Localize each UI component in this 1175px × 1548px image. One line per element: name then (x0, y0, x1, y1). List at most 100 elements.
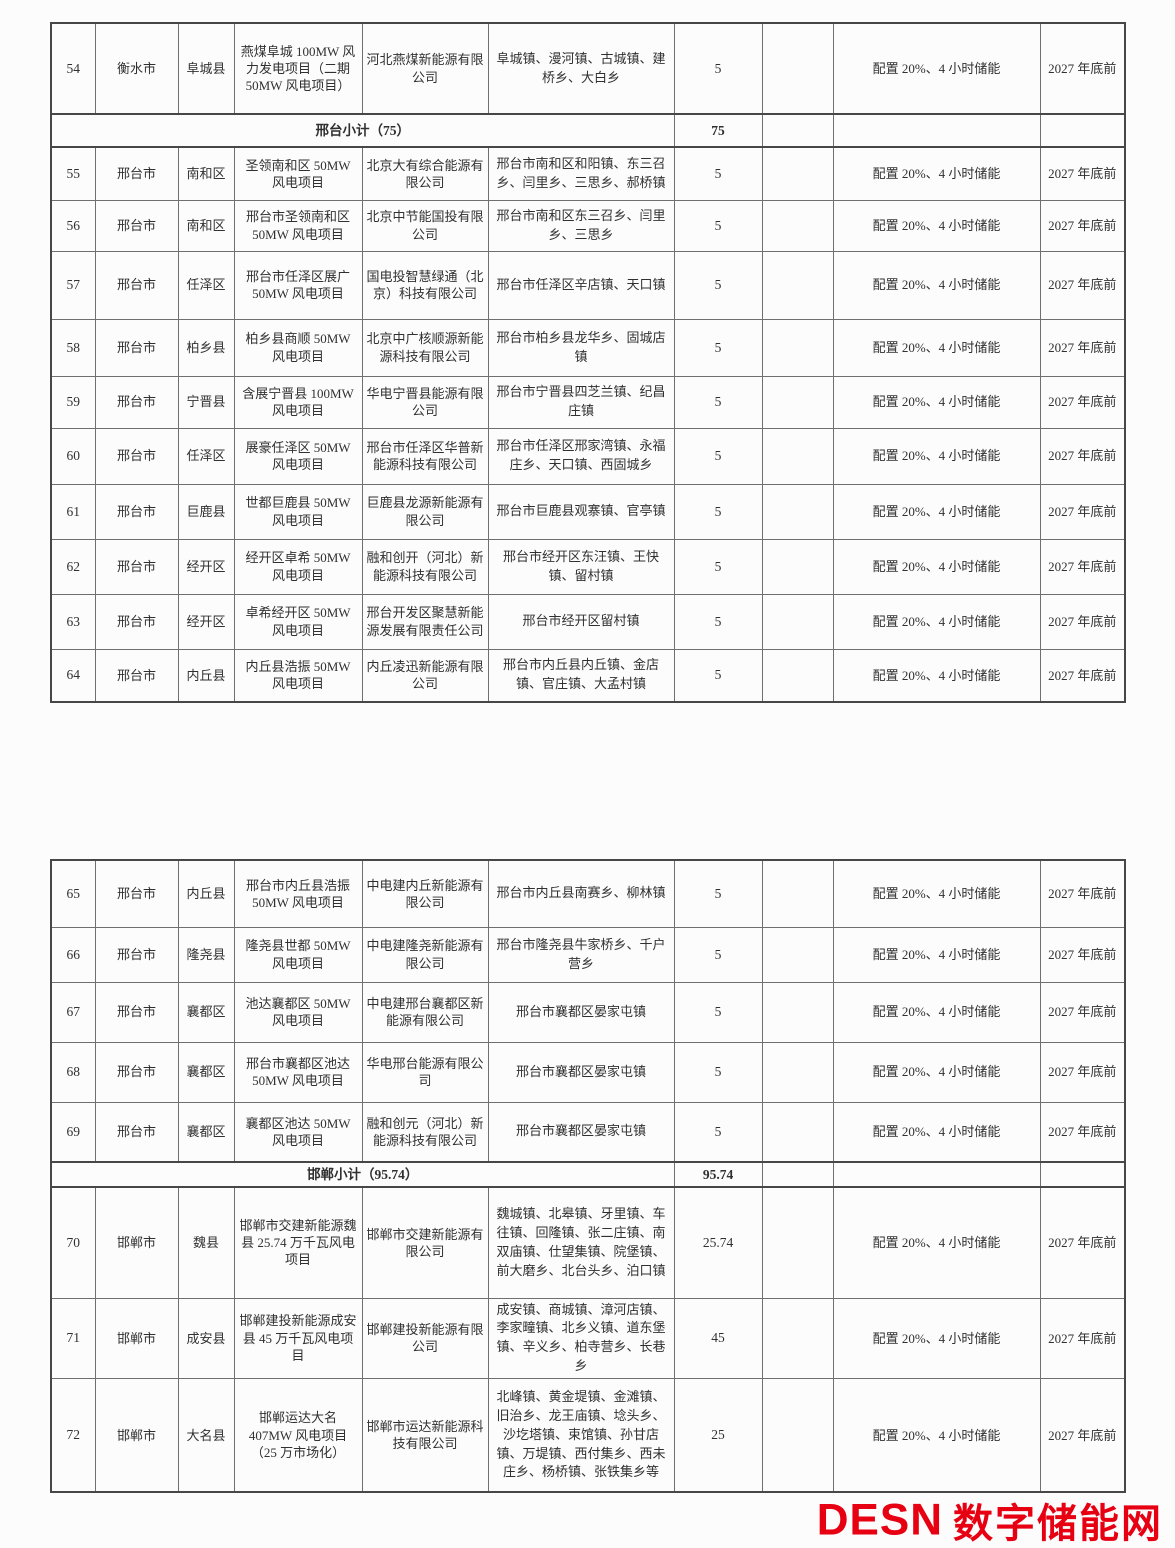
city-cell: 邯郸市 (94, 1297, 179, 1379)
county-cell: 内丘县 (177, 859, 235, 928)
company-cell: 中电建内丘新能源有限公司 (361, 859, 489, 928)
deadline-cell: 2027 年底前 (1039, 22, 1126, 115)
table-row: 58 邢台市 柏乡县 柏乡县商顺 50MW 风电项目 北京中广核顺源新能源科技有… (50, 318, 1126, 377)
blank-cell (761, 593, 834, 650)
capacity-cell: 5 (673, 1101, 763, 1163)
deadline-cell: 2027 年底前 (1039, 981, 1126, 1043)
deadline-cell: 2027 年底前 (1039, 926, 1126, 983)
company-cell: 中电建隆尧新能源有限公司 (361, 926, 489, 983)
row-number-cell: 62 (50, 538, 96, 595)
city-cell: 邢台市 (94, 250, 179, 320)
storage-config-cell: 配置 20%、4 小时储能 (832, 483, 1041, 540)
county-cell: 隆尧县 (177, 926, 235, 983)
table-body-section-1: 54 衡水市 阜城县 燕煤阜城 100MW 风力发电项目（二期 50MW 风电项… (50, 22, 1126, 703)
row-number-cell: 59 (50, 375, 96, 429)
table-row: 54 衡水市 阜城县 燕煤阜城 100MW 风力发电项目（二期 50MW 风电项… (50, 22, 1126, 115)
blank-cell (761, 113, 834, 148)
storage-config-cell: 配置 20%、4 小时储能 (832, 250, 1041, 320)
logo-site-name: 数字储能网 (953, 1502, 1163, 1546)
company-cell: 融和创开（河北）新能源科技有限公司 (361, 538, 489, 595)
table-row: 71 邯郸市 成安县 邯郸建投新能源成安县 45 万千瓦风电项目 邯郸建投新能源… (50, 1297, 1126, 1379)
company-cell: 内丘凌迅新能源有限公司 (361, 648, 489, 703)
county-cell: 魏县 (177, 1186, 235, 1299)
company-cell: 中电建邢台襄都区新能源有限公司 (361, 981, 489, 1043)
townships-cell: 阜城镇、漫河镇、古城镇、建桥乡、大白乡 (487, 22, 675, 115)
storage-config-cell: 配置 20%、4 小时储能 (832, 146, 1041, 201)
capacity-cell: 5 (673, 375, 763, 429)
city-cell: 邢台市 (94, 593, 179, 650)
row-number-cell: 71 (50, 1297, 96, 1379)
city-cell: 邢台市 (94, 1041, 179, 1103)
row-number-cell: 57 (50, 250, 96, 320)
townships-cell: 成安镇、商城镇、漳河店镇、李家疃镇、北乡义镇、道东堡镇、辛义乡、柏寺营乡、长巷乡 (487, 1297, 675, 1379)
townships-cell: 北峰镇、黄金堤镇、金滩镇、旧治乡、龙王庙镇、埝头乡、沙圪塔镇、束馆镇、孙甘店镇、… (487, 1377, 675, 1493)
capacity-cell: 5 (673, 318, 763, 377)
row-number-cell: 68 (50, 1041, 96, 1103)
project-name-cell: 含展宁晋县 100MW 风电项目 (233, 375, 363, 429)
county-cell: 内丘县 (177, 648, 235, 703)
project-name-cell: 襄都区池达 50MW 风电项目 (233, 1101, 363, 1163)
capacity-cell: 25 (673, 1377, 763, 1493)
company-cell: 邢台开发区聚慧新能源发展有限责任公司 (361, 593, 489, 650)
storage-config-cell: 配置 20%、4 小时储能 (832, 926, 1041, 983)
city-cell: 邢台市 (94, 318, 179, 377)
townships-cell: 邢台市南和区和阳镇、东三召乡、闫里乡、三思乡、郝桥镇 (487, 146, 675, 201)
storage-config-cell: 配置 20%、4 小时储能 (832, 538, 1041, 595)
project-name-cell: 内丘县浩振 50MW 风电项目 (233, 648, 363, 703)
deadline-cell: 2027 年底前 (1039, 859, 1126, 928)
townships-cell: 邢台市襄都区晏家屯镇 (487, 1041, 675, 1103)
row-number-cell: 66 (50, 926, 96, 983)
townships-cell: 邢台市隆尧县牛家桥乡、千户营乡 (487, 926, 675, 983)
table-row: 62 邢台市 经开区 经开区卓希 50MW 风电项目 融和创开（河北）新能源科技… (50, 538, 1126, 595)
blank-cell (761, 1041, 834, 1103)
table-row: 72 邯郸市 大名县 邯郸运达大名 407MW 风电项目（25 万市场化） 邯郸… (50, 1377, 1126, 1493)
storage-config-cell: 配置 20%、4 小时储能 (832, 1041, 1041, 1103)
storage-config-cell: 配置 20%、4 小时储能 (832, 375, 1041, 429)
project-name-cell: 柏乡县商顺 50MW 风电项目 (233, 318, 363, 377)
county-cell: 襄都区 (177, 981, 235, 1043)
company-cell: 邯郸建投新能源有限公司 (361, 1297, 489, 1379)
county-cell: 南和区 (177, 199, 235, 252)
city-cell: 邢台市 (94, 538, 179, 595)
table-body-section-2: 65 邢台市 内丘县 邢台市内丘县浩振 50MW 风电项目 中电建内丘新能源有限… (50, 859, 1126, 1493)
wind-project-table-section-2: 65 邢台市 内丘县 邢台市内丘县浩振 50MW 风电项目 中电建内丘新能源有限… (50, 859, 1126, 1494)
row-number-cell: 55 (50, 146, 96, 201)
deadline-cell (1039, 113, 1126, 148)
townships-cell: 邢台市南和区东三召乡、闫里乡、三思乡 (487, 199, 675, 252)
capacity-cell: 5 (673, 593, 763, 650)
townships-cell: 魏城镇、北皋镇、牙里镇、车往镇、回隆镇、张二庄镇、南双庙镇、仕望集镇、院堡镇、前… (487, 1186, 675, 1299)
deadline-cell: 2027 年底前 (1039, 146, 1126, 201)
townships-cell: 邢台市任泽区辛店镇、天口镇 (487, 250, 675, 320)
blank-cell (761, 22, 834, 115)
capacity-cell: 5 (673, 199, 763, 252)
county-cell: 襄都区 (177, 1101, 235, 1163)
townships-cell: 邢台市经开区留村镇 (487, 593, 675, 650)
desn-logo: DESN 数字储能网 (817, 1491, 1163, 1548)
storage-config-cell: 配置 20%、4 小时储能 (832, 22, 1041, 115)
storage-config-cell: 配置 20%、4 小时储能 (832, 427, 1041, 485)
city-cell: 衡水市 (94, 22, 179, 115)
subtotal-label-cell: 邯郸小计（95.74） (50, 1161, 675, 1188)
capacity-cell: 25.74 (673, 1186, 763, 1299)
table-row: 63 邢台市 经开区 卓希经开区 50MW 风电项目 邢台开发区聚慧新能源发展有… (50, 593, 1126, 650)
city-cell: 邢台市 (94, 146, 179, 201)
deadline-cell: 2027 年底前 (1039, 318, 1126, 377)
storage-config-cell: 配置 20%、4 小时储能 (832, 593, 1041, 650)
subtotal-capacity-cell: 75 (673, 113, 763, 148)
deadline-cell: 2027 年底前 (1039, 593, 1126, 650)
blank-cell (761, 146, 834, 201)
townships-cell: 邢台市经开区东汪镇、王快镇、留村镇 (487, 538, 675, 595)
company-cell: 融和创元（河北）新能源科技有限公司 (361, 1101, 489, 1163)
blank-cell (761, 538, 834, 595)
deadline-cell: 2027 年底前 (1039, 538, 1126, 595)
row-number-cell: 67 (50, 981, 96, 1043)
blank-cell (761, 1186, 834, 1299)
county-cell: 阜城县 (177, 22, 235, 115)
townships-cell: 邢台市内丘县内丘镇、金店镇、官庄镇、大孟村镇 (487, 648, 675, 703)
capacity-cell: 5 (673, 427, 763, 485)
capacity-cell: 5 (673, 483, 763, 540)
project-name-cell: 世都巨鹿县 50MW 风电项目 (233, 483, 363, 540)
project-name-cell: 卓希经开区 50MW 风电项目 (233, 593, 363, 650)
city-cell: 邯郸市 (94, 1186, 179, 1299)
